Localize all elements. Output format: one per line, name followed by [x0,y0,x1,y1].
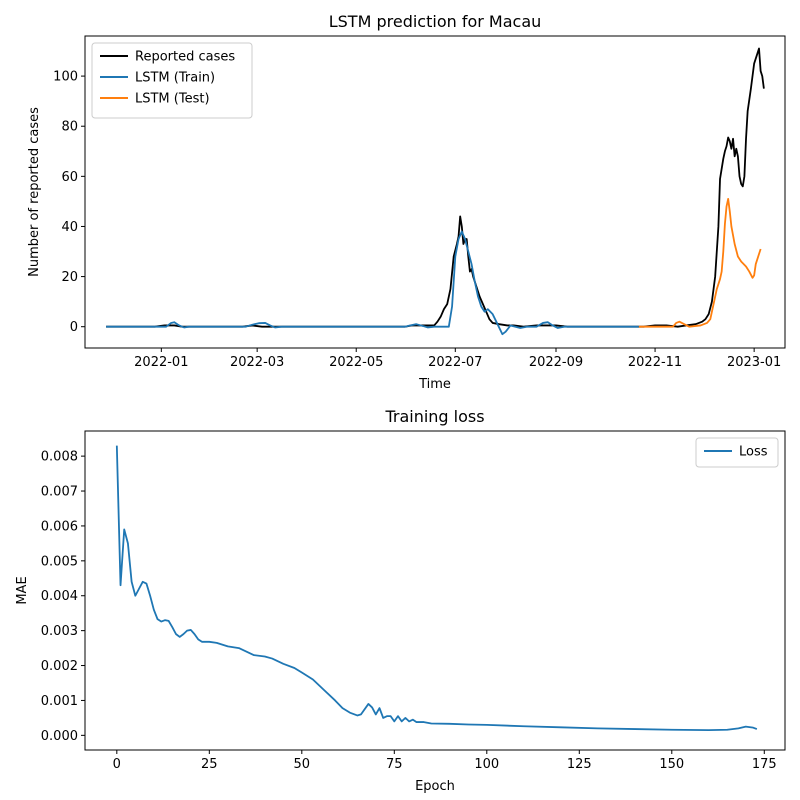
plot-frame [84,430,786,751]
x-tick-label: 50 [294,757,311,772]
y-tick-label: 0 [70,320,78,335]
x-tick-label: 25 [201,757,218,772]
y-tick-label: 0.003 [41,624,78,639]
y-tick-label: 0.006 [41,519,78,534]
x-tick-label: 2022-07 [428,355,482,370]
x-tick-label: 75 [386,757,403,772]
legend-box [91,42,253,119]
x-tick-label: 100 [474,757,499,772]
y-tick-label: 100 [53,70,78,85]
y-tick-label: 80 [61,120,78,135]
y-tick-label: 40 [61,220,78,235]
y-tick-label: 0.008 [41,450,78,465]
y-tick-label: 0.001 [41,694,78,709]
x-tick-label: 150 [659,757,684,772]
series-line-1-3 [638,197,762,328]
y-axis-label: Number of reported cases [27,107,42,277]
x-tick-label: 0 [113,757,121,772]
x-tick-label: 2022-03 [230,355,284,370]
x-axis-label: Time [418,377,451,392]
series-line-1-2 [106,230,639,336]
x-tick-label: 175 [752,757,777,772]
legend-box [695,437,779,468]
plot-area [115,445,758,732]
y-tick-label: 0.000 [41,729,78,744]
x-tick-label: 2022-05 [329,355,383,370]
x-tick-label: 2023-01 [727,355,781,370]
y-tick-label: 0.004 [41,589,78,604]
chart-title: LSTM prediction for Macau [329,12,542,31]
x-tick-label: 125 [567,757,592,772]
legend-entry: Loss [739,445,768,460]
x-tick-label: 2022-01 [134,355,188,370]
plot-area [106,47,765,336]
plot-frame [84,35,786,349]
chart-title: Training loss [384,407,484,426]
x-tick-label: 2022-09 [529,355,583,370]
y-tick-label: 0.002 [41,659,78,674]
y-tick-label: 60 [61,170,78,185]
legend-entry: LSTM (Train) [135,71,215,86]
y-tick-label: 0.005 [41,554,78,569]
legend-entry: Reported cases [135,50,235,65]
y-tick-label: 20 [61,270,78,285]
x-axis-label: Epoch [415,779,455,794]
y-tick-label: 0.007 [41,485,78,500]
x-tick-label: 2022-11 [628,355,682,370]
y-axis-label: MAE [15,576,30,604]
series-line-2-1 [115,445,758,732]
legend-entry: LSTM (Test) [135,92,210,107]
